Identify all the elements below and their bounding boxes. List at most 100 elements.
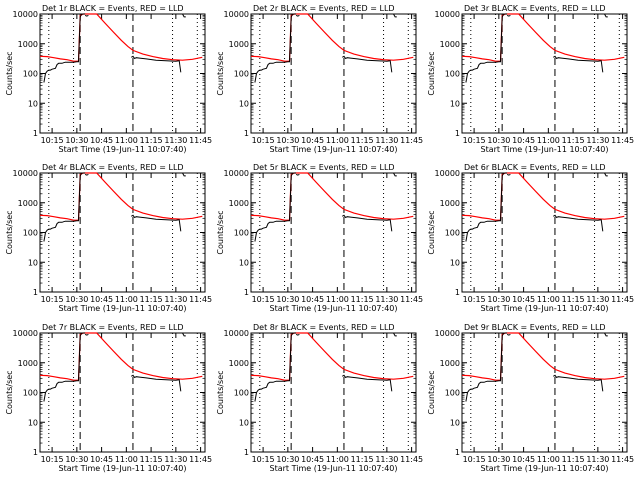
panel-det-6r: Det 6r BLACK = Events, RED = LLD 1 10 100 10… <box>427 163 634 313</box>
events-series-line <box>553 55 604 73</box>
y-tick-label: 1 <box>455 448 460 457</box>
x-axis-label: Start Time (19-Jun-11 10:07:40) <box>59 464 187 473</box>
y-tick-label: 10000 <box>224 329 249 338</box>
x-axis-label: Start Time (19-Jun-11 10:07:40) <box>481 464 609 473</box>
y-tick-label: 100 <box>445 70 460 79</box>
events-series-line <box>506 333 511 336</box>
y-tick-label: 10 <box>28 418 38 427</box>
events-series-line <box>553 374 604 392</box>
panel-title: Det 9r BLACK = Events, RED = LLD <box>464 323 606 332</box>
events-series-line <box>43 172 86 242</box>
plot-frame <box>250 172 417 293</box>
plot-frame <box>461 332 628 453</box>
x-tick-label: 10:15 <box>41 136 64 145</box>
x-tick-label: 11:00 <box>326 136 349 145</box>
y-axis-label: Counts/sec <box>216 370 225 414</box>
x-tick-label: 11:15 <box>562 295 585 304</box>
x-tick-label: 11:15 <box>140 455 163 464</box>
panel-title: Det 7r BLACK = Events, RED = LLD <box>42 323 184 332</box>
events-series-line <box>506 14 511 17</box>
y-tick-label: 100 <box>445 389 460 398</box>
y-tick-label: 10000 <box>13 10 38 19</box>
events-series-line <box>254 172 297 242</box>
plot-frame <box>39 172 206 293</box>
plot-frame <box>39 332 206 453</box>
y-tick-label: 1 <box>33 288 38 297</box>
panel-title: Det 1r BLACK = Events, RED = LLD <box>42 4 184 13</box>
y-tick-label: 100 <box>234 229 249 238</box>
panel-title: Det 2r BLACK = Events, RED = LLD <box>253 4 395 13</box>
x-tick-label: 10:15 <box>252 455 275 464</box>
events-series-line <box>342 214 393 232</box>
y-tick-label: 10000 <box>224 10 249 19</box>
x-tick-label: 11:15 <box>140 295 163 304</box>
y-tick-label: 1000 <box>18 359 38 368</box>
x-tick-label: 10:45 <box>90 295 113 304</box>
y-tick-label: 1000 <box>440 199 460 208</box>
x-axis-label: Start Time (19-Jun-11 10:07:40) <box>59 145 187 154</box>
x-tick-label: 11:45 <box>611 455 634 464</box>
events-series-line <box>602 172 608 177</box>
plot-frame <box>250 332 417 453</box>
x-axis-label: Start Time (19-Jun-11 10:07:40) <box>270 145 398 154</box>
y-tick-label: 10 <box>239 418 249 427</box>
y-tick-label: 100 <box>234 70 249 79</box>
y-tick-label: 10 <box>28 258 38 267</box>
x-tick-label: 10:30 <box>487 295 510 304</box>
events-series-line <box>131 374 182 392</box>
panel-det-9r: Det 9r BLACK = Events, RED = LLD 1 10 100 10… <box>427 323 634 473</box>
plot-frame <box>461 13 628 134</box>
x-tick-label: 10:45 <box>512 455 535 464</box>
plot-frame <box>461 172 628 293</box>
y-tick-label: 1 <box>33 129 38 138</box>
y-tick-label: 1 <box>455 129 460 138</box>
panel-title: Det 3r BLACK = Events, RED = LLD <box>464 4 606 13</box>
events-series-line <box>295 333 300 336</box>
panel-title: Det 6r BLACK = Events, RED = LLD <box>464 163 606 172</box>
x-tick-label: 11:45 <box>189 136 212 145</box>
x-tick-label: 10:15 <box>252 295 275 304</box>
x-tick-label: 11:45 <box>189 295 212 304</box>
x-tick-label: 11:15 <box>140 136 163 145</box>
y-tick-label: 100 <box>23 229 38 238</box>
x-tick-label: 11:45 <box>189 455 212 464</box>
events-series-line <box>84 14 89 17</box>
events-series-line <box>465 332 508 402</box>
x-tick-label: 10:30 <box>487 136 510 145</box>
events-series-line <box>254 13 297 83</box>
x-tick-label: 10:45 <box>301 136 324 145</box>
y-tick-label: 1000 <box>440 359 460 368</box>
x-tick-label: 10:15 <box>463 295 486 304</box>
events-series-line <box>391 13 397 18</box>
events-series-line <box>602 13 608 18</box>
panel-det-1r: Det 1r BLACK = Events, RED = LLD 1 10 100 10… <box>5 4 212 154</box>
lld-series-line <box>39 172 203 221</box>
y-tick-label: 10000 <box>13 169 38 178</box>
x-tick-label: 10:15 <box>463 136 486 145</box>
x-tick-label: 11:00 <box>115 295 138 304</box>
x-tick-label: 11:45 <box>400 295 423 304</box>
x-tick-label: 11:00 <box>537 136 560 145</box>
y-tick-label: 100 <box>23 389 38 398</box>
x-tick-label: 11:15 <box>562 455 585 464</box>
x-tick-label: 11:00 <box>326 295 349 304</box>
x-tick-label: 11:30 <box>164 455 187 464</box>
events-series-line <box>342 55 393 73</box>
y-axis-label: Counts/sec <box>5 51 14 95</box>
events-series-line <box>295 173 300 176</box>
x-tick-label: 10:30 <box>65 455 88 464</box>
events-series-line <box>391 332 397 337</box>
x-tick-label: 11:15 <box>351 295 374 304</box>
x-tick-label: 11:30 <box>586 295 609 304</box>
y-axis-label: Counts/sec <box>427 210 436 254</box>
y-tick-label: 1 <box>244 129 249 138</box>
events-series-line <box>342 374 393 392</box>
plot-frame <box>39 13 206 134</box>
y-axis-label: Counts/sec <box>216 210 225 254</box>
panel-title: Det 5r BLACK = Events, RED = LLD <box>253 163 395 172</box>
lld-series-line <box>250 332 414 381</box>
x-tick-label: 11:30 <box>164 136 187 145</box>
x-axis-label: Start Time (19-Jun-11 10:07:40) <box>270 464 398 473</box>
panel-det-8r: Det 8r BLACK = Events, RED = LLD 1 10 100 10… <box>216 323 423 473</box>
